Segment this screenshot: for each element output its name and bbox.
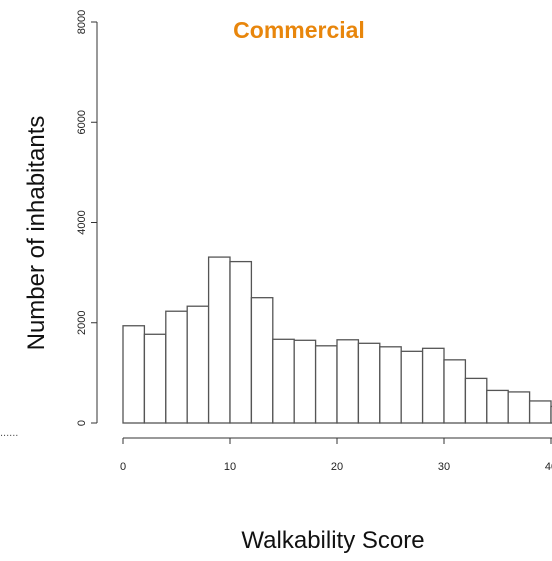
y-tick-label: 8000 bbox=[76, 10, 88, 34]
x-tick-label: 0 bbox=[120, 461, 126, 473]
histogram-bar bbox=[379, 346, 402, 424]
histogram-bar bbox=[165, 310, 188, 424]
histogram-bars bbox=[122, 256, 552, 424]
histogram-bar bbox=[336, 339, 360, 424]
y-tick-label: 6000 bbox=[76, 110, 88, 134]
y-axis-label: Number of inhabitants bbox=[23, 116, 50, 351]
histogram-bar bbox=[293, 339, 317, 424]
histogram-bar bbox=[229, 260, 253, 424]
histogram-bar bbox=[443, 359, 467, 424]
x-tick-label: 30 bbox=[438, 461, 450, 473]
histogram-bar bbox=[314, 345, 338, 424]
histogram-bar bbox=[507, 391, 531, 424]
chart-title: Commercial bbox=[233, 17, 365, 43]
left-dots: ...... bbox=[0, 427, 18, 439]
x-axis-label: Walkability Score bbox=[241, 527, 424, 554]
y-tick-label: 4000 bbox=[76, 210, 88, 234]
y-tick-label: 0 bbox=[76, 420, 88, 426]
histogram-bar bbox=[464, 377, 488, 424]
histogram-bar bbox=[400, 350, 424, 424]
histogram-bar bbox=[272, 338, 295, 424]
x-tick-label: 10 bbox=[224, 461, 236, 473]
y-tick-label: 2000 bbox=[76, 311, 88, 335]
histogram-bar bbox=[486, 389, 509, 424]
x-axis: 0 10 20 30 40 bbox=[120, 437, 552, 473]
histogram-bar bbox=[250, 297, 274, 424]
histogram-bar bbox=[143, 333, 167, 424]
histogram-bar bbox=[528, 400, 552, 424]
histogram-bar bbox=[421, 347, 445, 424]
histogram-bar bbox=[207, 256, 231, 424]
histogram-bar bbox=[122, 325, 146, 424]
histogram-bar bbox=[357, 342, 381, 424]
x-tick-label: 20 bbox=[331, 461, 343, 473]
x-tick-label: 40 bbox=[545, 461, 552, 473]
histogram-bar bbox=[186, 305, 210, 424]
y-axis: 0 2000 4000 6000 8000 bbox=[76, 10, 98, 426]
